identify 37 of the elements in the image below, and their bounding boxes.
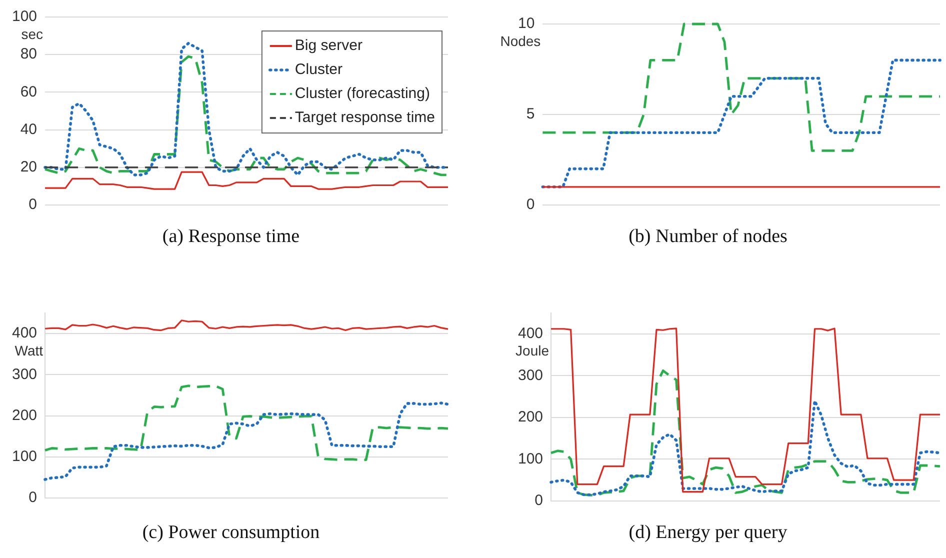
y-tick-label: 400 [12, 324, 38, 342]
y-tick-label: 300 [518, 366, 544, 384]
y-axis-title: Nodes [500, 32, 541, 49]
text: (d) Energy per query [628, 522, 788, 544]
y-tick-label: 60 [20, 83, 38, 100]
line-series [541, 58, 942, 188]
line-series [550, 369, 942, 496]
y-tick-label: 200 [518, 408, 544, 426]
y-tick-label: 300 [12, 366, 38, 383]
text: (a) Response time [161, 226, 301, 248]
y-tick-label: 100 [12, 8, 38, 26]
y-axis-title: sec [21, 26, 44, 42]
y-tick-label: 0 [28, 489, 38, 506]
y-tick-label: 20 [20, 158, 38, 176]
text: (c) Power consumption [141, 522, 321, 544]
y-axis-title: Watt [14, 342, 44, 358]
text: (b) Number of nodes [628, 226, 788, 248]
y-tick-label: 0 [534, 492, 544, 510]
y-tick-label: 40 [20, 120, 38, 138]
line-series [541, 22, 942, 152]
y-axis-title: Joule [516, 342, 550, 359]
y-tick-label: 0 [526, 196, 535, 214]
y-tick-label: 0 [28, 196, 38, 214]
legend-label: Target response time [294, 109, 436, 126]
y-tick-label: 80 [20, 46, 38, 63]
legend-label: Big server [294, 37, 362, 54]
y-tick-label: 100 [12, 448, 38, 466]
legend-label: Cluster (forecasting) [294, 85, 430, 102]
y-tick-label: 100 [518, 450, 544, 468]
y-tick-label: 5 [526, 106, 535, 123]
legend-label: Cluster [294, 61, 342, 78]
y-tick-label: 200 [12, 406, 38, 424]
y-tick-label: 400 [518, 325, 544, 342]
y-tick-label: 10 [518, 15, 535, 32]
line-series [44, 384, 450, 461]
line-series [44, 402, 450, 481]
line-series [550, 399, 942, 496]
